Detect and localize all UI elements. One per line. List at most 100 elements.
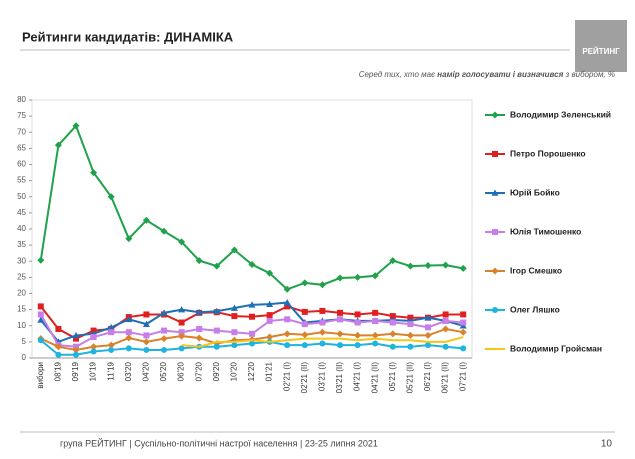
point bbox=[54, 343, 62, 351]
legend-label: Юрій Бойко bbox=[510, 187, 560, 197]
point bbox=[249, 313, 255, 320]
legend-label: Юлія Тимошенко bbox=[510, 226, 581, 236]
x-tick-label: 04'21 (II) bbox=[370, 362, 379, 394]
point bbox=[213, 343, 220, 350]
point bbox=[143, 346, 150, 353]
y-tick-label: 55 bbox=[17, 176, 26, 185]
point bbox=[248, 301, 256, 308]
point bbox=[459, 328, 467, 336]
x-tick-label: 09'19 bbox=[71, 361, 80, 381]
point bbox=[213, 307, 221, 315]
x-tick-label: 05'20 bbox=[159, 361, 168, 381]
point bbox=[336, 274, 344, 282]
point bbox=[424, 331, 432, 339]
point bbox=[231, 329, 238, 336]
y-tick-label: 40 bbox=[17, 224, 26, 233]
subtitle-part: Серед тих, хто має bbox=[359, 70, 438, 79]
point bbox=[371, 331, 379, 339]
point bbox=[55, 325, 62, 332]
point bbox=[442, 325, 450, 333]
y-tick-label: 45 bbox=[17, 208, 26, 217]
y-tick-label: 25 bbox=[17, 272, 26, 281]
point bbox=[195, 308, 203, 316]
x-tick-label: 01'21 bbox=[265, 361, 274, 381]
x-tick-label: 10'19 bbox=[89, 361, 98, 381]
point bbox=[492, 307, 498, 313]
point bbox=[442, 343, 449, 350]
series-line bbox=[181, 336, 464, 348]
x-tick-label: 06'21 (I) bbox=[423, 362, 432, 391]
point bbox=[407, 321, 414, 328]
x-tick-label: 05'21 (II) bbox=[406, 362, 415, 394]
point bbox=[37, 337, 44, 344]
point bbox=[460, 319, 467, 326]
y-tick-label: 0 bbox=[22, 353, 27, 362]
point bbox=[249, 340, 255, 347]
point bbox=[354, 331, 362, 339]
point bbox=[178, 238, 186, 246]
point bbox=[249, 330, 255, 337]
point bbox=[213, 262, 221, 270]
point bbox=[301, 331, 309, 339]
x-tick-label: 03'21 (II) bbox=[335, 362, 344, 394]
point bbox=[266, 300, 274, 307]
point bbox=[125, 345, 132, 352]
y-tick-label: 5 bbox=[22, 337, 27, 346]
point bbox=[460, 345, 467, 352]
x-tick-label: 07'20 bbox=[194, 361, 203, 381]
x-tick-label: 02'21 (I) bbox=[282, 362, 291, 391]
point bbox=[125, 235, 133, 243]
point bbox=[389, 343, 396, 350]
point bbox=[142, 216, 150, 224]
point bbox=[389, 330, 397, 338]
y-tick-label: 65 bbox=[17, 143, 26, 152]
point bbox=[108, 329, 115, 336]
point bbox=[37, 311, 44, 318]
point bbox=[125, 334, 133, 342]
point bbox=[160, 227, 168, 235]
point bbox=[90, 343, 98, 351]
legend-label: Володимир Зеленський bbox=[510, 109, 611, 119]
point bbox=[90, 169, 98, 177]
point bbox=[284, 316, 291, 323]
point bbox=[389, 257, 397, 265]
y-tick-label: 15 bbox=[17, 305, 26, 314]
point bbox=[178, 329, 185, 336]
point bbox=[55, 351, 62, 358]
y-tick-label: 30 bbox=[17, 256, 26, 265]
point bbox=[301, 321, 308, 328]
point bbox=[442, 261, 450, 269]
point bbox=[492, 229, 498, 235]
point bbox=[319, 340, 326, 347]
y-tick-label: 70 bbox=[17, 127, 26, 136]
y-tick-label: 50 bbox=[17, 192, 26, 201]
logo: РЕЙТИНГ bbox=[582, 47, 620, 56]
y-tick-label: 10 bbox=[17, 321, 26, 330]
point bbox=[230, 246, 238, 254]
point bbox=[107, 323, 115, 331]
point bbox=[336, 330, 344, 338]
point bbox=[424, 314, 432, 321]
point bbox=[107, 193, 115, 201]
point bbox=[337, 309, 343, 316]
point bbox=[37, 256, 45, 264]
point bbox=[442, 311, 449, 318]
x-tick-label: 10'20 bbox=[230, 361, 239, 381]
point bbox=[143, 332, 150, 339]
point bbox=[318, 328, 326, 336]
point bbox=[354, 342, 361, 349]
point bbox=[72, 122, 80, 130]
point bbox=[424, 261, 432, 269]
point bbox=[178, 332, 186, 340]
point bbox=[492, 151, 498, 157]
x-tick-label: 09'20 bbox=[212, 361, 221, 381]
legend-label: Ігор Смешко bbox=[510, 265, 562, 275]
point bbox=[125, 315, 133, 323]
y-tick-label: 80 bbox=[17, 95, 26, 104]
point bbox=[319, 307, 326, 314]
point bbox=[491, 111, 499, 119]
point bbox=[301, 279, 309, 287]
x-tick-label: вибори bbox=[36, 362, 45, 389]
point bbox=[283, 285, 291, 293]
